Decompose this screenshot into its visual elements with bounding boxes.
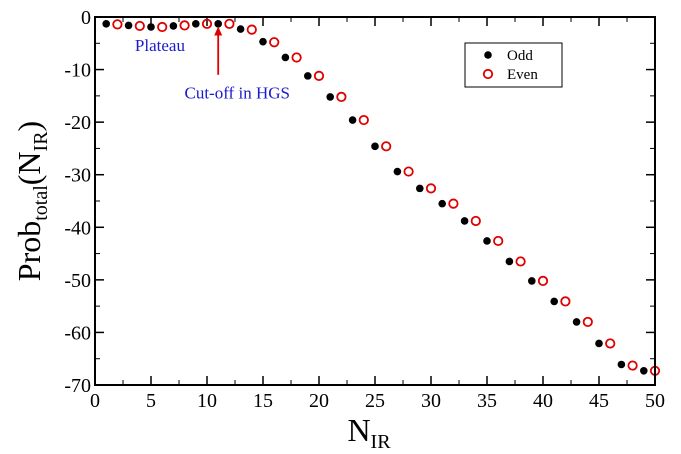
y-axis-title-tail: (N [11, 151, 47, 185]
point-even [201, 18, 213, 29]
y-tick-label: 0 [81, 7, 91, 29]
point-odd [550, 297, 558, 306]
x-axis-title: NIR [347, 412, 391, 453]
point-even [582, 316, 593, 328]
point-odd [102, 20, 110, 28]
point-odd [371, 142, 379, 151]
x-tick-label: 25 [365, 390, 385, 412]
legend: Odd Even [464, 42, 563, 88]
point-even [425, 183, 437, 194]
x-tick-label: 35 [477, 390, 497, 412]
point-odd [236, 25, 245, 33]
annotations: Plateau Cut-off in HGS [135, 26, 290, 102]
point-odd [281, 53, 290, 62]
x-tick-label: 5 [146, 390, 156, 412]
point-even [179, 20, 190, 31]
point-even [269, 37, 280, 48]
legend-marker-even [482, 68, 494, 80]
point-even [605, 338, 616, 349]
point-odd [416, 184, 424, 193]
y-tick-label: -20 [64, 112, 91, 134]
x-tick-label: 15 [253, 390, 273, 412]
y-axis-title-sub2: IR [30, 131, 52, 152]
point-even [560, 296, 571, 307]
point-even [112, 19, 123, 30]
y-axis-title-close: ) [11, 121, 47, 132]
y-axis-title: Probtotal(NIR) [11, 121, 52, 281]
x-tick-label: 30 [421, 390, 441, 412]
point-odd [214, 20, 222, 28]
legend-label-even: Even [507, 67, 538, 83]
y-tick-label: -70 [64, 375, 91, 397]
x-tick-label: 50 [645, 390, 665, 412]
point-odd [259, 37, 267, 46]
legend-marker-odd [484, 51, 492, 59]
point-even [224, 18, 235, 29]
point-even [313, 70, 325, 81]
point-odd [124, 21, 133, 30]
point-even [470, 215, 481, 227]
data-points [102, 18, 661, 376]
point-odd [348, 116, 357, 124]
annotation-arrow-head [214, 26, 223, 36]
x-tick-label: 20 [309, 390, 329, 412]
x-axis-title-main: N [347, 412, 370, 448]
point-even [403, 166, 414, 177]
point-odd [147, 23, 155, 31]
point-even [291, 52, 302, 63]
y-tick-label: -10 [64, 60, 91, 82]
point-odd [528, 277, 536, 285]
point-odd [393, 167, 402, 176]
point-even [134, 20, 145, 32]
x-tick-label: 40 [533, 390, 553, 412]
point-even [515, 256, 526, 267]
legend-label-odd: Odd [507, 48, 533, 64]
y-axis-title-sub: total [30, 185, 52, 221]
point-odd [505, 257, 514, 266]
x-axis-title-sub: IR [371, 431, 392, 453]
point-odd [304, 72, 312, 80]
x-tick-label: 10 [197, 390, 217, 412]
x-tick-label: 0 [90, 390, 100, 412]
x-tick-label: 45 [589, 390, 609, 412]
point-even [246, 24, 257, 35]
annotation-label: Plateau [135, 36, 186, 55]
point-odd [460, 217, 469, 225]
point-odd [483, 237, 491, 245]
annotation-label: Cut-off in HGS [184, 83, 289, 102]
y-tick-label: -50 [64, 270, 91, 292]
point-odd [169, 22, 178, 30]
point-even [157, 21, 168, 33]
y-tick-label: -30 [64, 165, 91, 187]
point-even [381, 141, 392, 152]
point-odd [438, 199, 447, 208]
tick-labels: 0 5 10 15 20 25 30 35 40 45 50 0 -10 -20 -30 -40 -50 -60 -… [64, 7, 665, 412]
point-even [358, 114, 369, 126]
legend-box [464, 42, 563, 88]
plot-frame [94, 16, 656, 386]
point-odd [617, 360, 626, 369]
point-odd [572, 318, 581, 326]
point-odd [326, 93, 335, 101]
axis-ticks [94, 16, 656, 386]
y-tick-label: -60 [64, 322, 91, 344]
point-even [627, 360, 638, 371]
point-even [336, 91, 347, 103]
y-tick-label: -40 [64, 217, 91, 239]
point-odd [595, 339, 603, 348]
point-even [448, 198, 459, 209]
point-even [537, 275, 549, 287]
y-axis-title-main: Prob [11, 221, 47, 281]
point-odd [192, 20, 200, 28]
point-odd [640, 367, 648, 375]
point-even [493, 235, 504, 247]
